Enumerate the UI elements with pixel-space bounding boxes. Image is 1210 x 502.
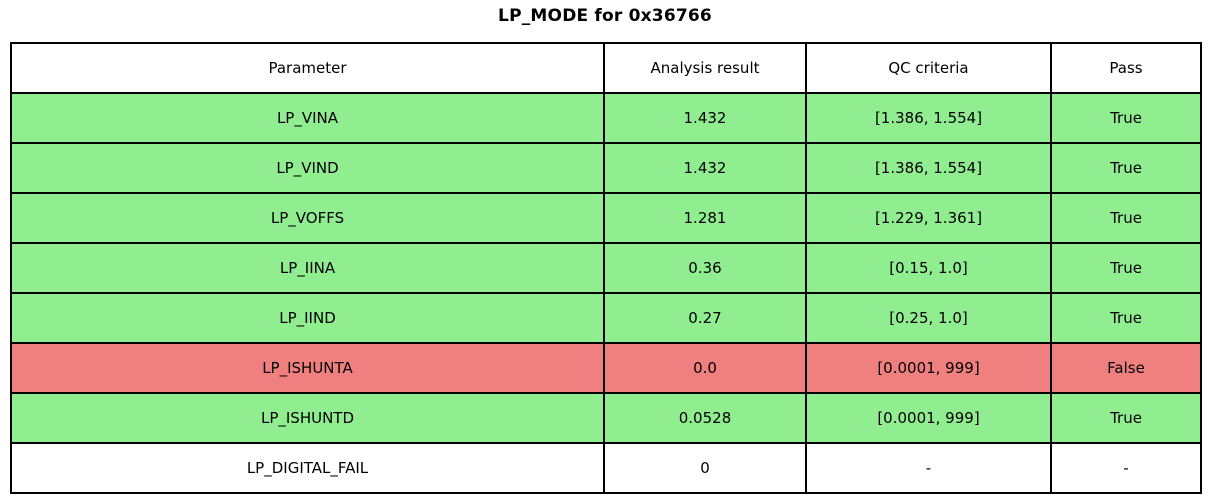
table-row: LP_VINA 1.432 [1.386, 1.554] True xyxy=(10,92,1202,144)
cell-analysis-result: 0.36 xyxy=(603,242,807,294)
table-header-row: Parameter Analysis result QC criteria Pa… xyxy=(10,42,1202,94)
cell-qc-criteria: [1.229, 1.361] xyxy=(805,192,1052,244)
cell-pass: True xyxy=(1050,242,1202,294)
cell-pass: True xyxy=(1050,192,1202,244)
cell-qc-criteria: [1.386, 1.554] xyxy=(805,142,1052,194)
cell-parameter: LP_DIGITAL_FAIL xyxy=(10,442,605,494)
cell-qc-criteria: [0.0001, 999] xyxy=(805,392,1052,444)
cell-analysis-result: 0.0 xyxy=(603,342,807,394)
cell-qc-criteria: [0.25, 1.0] xyxy=(805,292,1052,344)
chart-title: LP_MODE for 0x36766 xyxy=(498,6,712,26)
cell-pass: True xyxy=(1050,142,1202,194)
column-header-analysis-result: Analysis result xyxy=(603,42,807,94)
cell-pass: True xyxy=(1050,392,1202,444)
cell-parameter: LP_IIND xyxy=(10,292,605,344)
cell-analysis-result: 1.432 xyxy=(603,92,807,144)
cell-analysis-result: 1.432 xyxy=(603,142,807,194)
cell-pass: False xyxy=(1050,342,1202,394)
cell-pass: True xyxy=(1050,292,1202,344)
cell-analysis-result: 0 xyxy=(603,442,807,494)
cell-qc-criteria: [0.15, 1.0] xyxy=(805,242,1052,294)
table-row: LP_DIGITAL_FAIL 0 - - xyxy=(10,442,1202,494)
cell-pass: True xyxy=(1050,92,1202,144)
cell-parameter: LP_IINA xyxy=(10,242,605,294)
cell-parameter: LP_VIND xyxy=(10,142,605,194)
cell-analysis-result: 1.281 xyxy=(603,192,807,244)
cell-parameter: LP_ISHUNTA xyxy=(10,342,605,394)
cell-analysis-result: 0.27 xyxy=(603,292,807,344)
cell-parameter: LP_ISHUNTD xyxy=(10,392,605,444)
table-row: LP_ISHUNTA 0.0 [0.0001, 999] False xyxy=(10,342,1202,394)
qc-results-table: Parameter Analysis result QC criteria Pa… xyxy=(10,42,1202,494)
cell-analysis-result: 0.0528 xyxy=(603,392,807,444)
cell-parameter: LP_VOFFS xyxy=(10,192,605,244)
table-row: LP_VOFFS 1.281 [1.229, 1.361] True xyxy=(10,192,1202,244)
table-row: LP_VIND 1.432 [1.386, 1.554] True xyxy=(10,142,1202,194)
table-row: LP_IIND 0.27 [0.25, 1.0] True xyxy=(10,292,1202,344)
cell-pass: - xyxy=(1050,442,1202,494)
cell-qc-criteria: [1.386, 1.554] xyxy=(805,92,1052,144)
table-row: LP_IINA 0.36 [0.15, 1.0] True xyxy=(10,242,1202,294)
table-row: LP_ISHUNTD 0.0528 [0.0001, 999] True xyxy=(10,392,1202,444)
cell-qc-criteria: - xyxy=(805,442,1052,494)
column-header-pass: Pass xyxy=(1050,42,1202,94)
cell-parameter: LP_VINA xyxy=(10,92,605,144)
column-header-parameter: Parameter xyxy=(10,42,605,94)
column-header-qc-criteria: QC criteria xyxy=(805,42,1052,94)
cell-qc-criteria: [0.0001, 999] xyxy=(805,342,1052,394)
